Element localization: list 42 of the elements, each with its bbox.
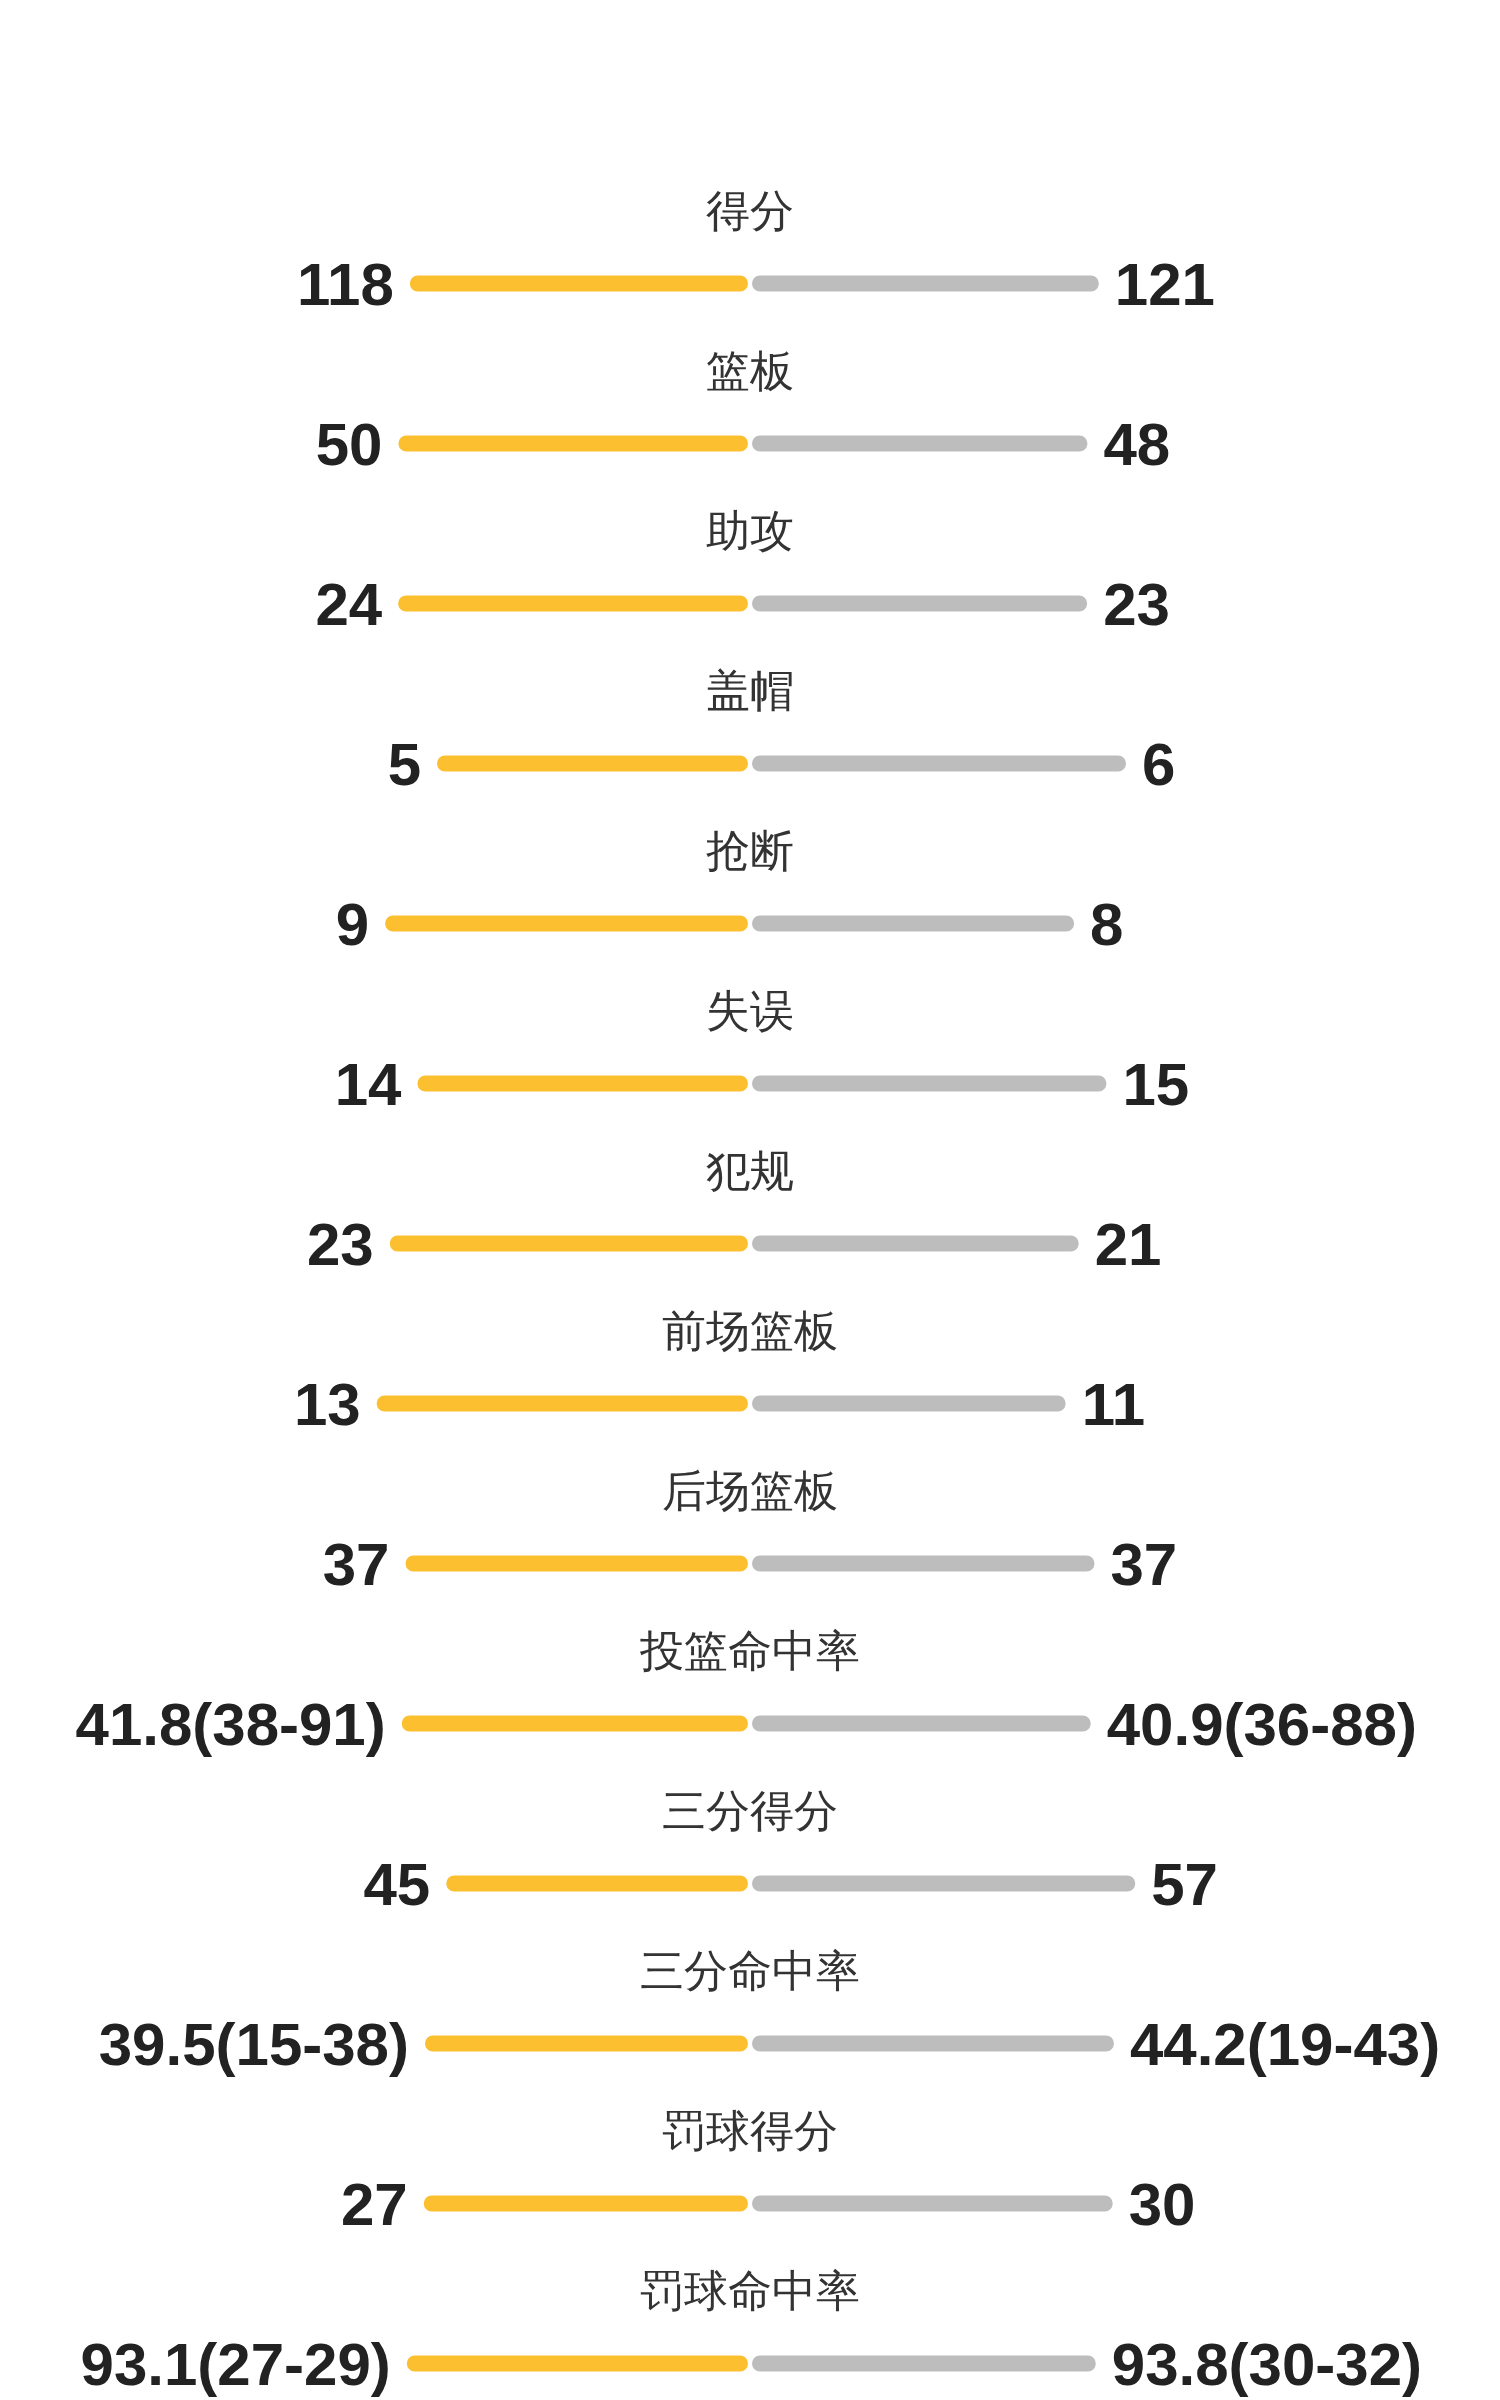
data-label: 14 bbox=[334, 1050, 403, 1118]
y-tick-label: 得分 bbox=[706, 186, 794, 235]
y-tick-label: 助攻 bbox=[706, 506, 794, 555]
data-label: 15 bbox=[1122, 1050, 1190, 1118]
data-label: 37 bbox=[322, 1530, 390, 1598]
data-label: 9 bbox=[335, 890, 370, 958]
data-label: 44.2(19-43) bbox=[1129, 2010, 1441, 2078]
data-label: 23 bbox=[307, 1210, 374, 1278]
data-label: 23 bbox=[1103, 570, 1170, 638]
data-label: 21 bbox=[1094, 1210, 1162, 1278]
data-label: 5 bbox=[387, 730, 421, 798]
y-tick-label: 前场篮板 bbox=[662, 1306, 838, 1355]
y-tick-label: 三分命中率 bbox=[640, 1946, 860, 1995]
y-tick-label: 罚球命中率 bbox=[640, 2266, 860, 2315]
data-label: 27 bbox=[340, 2170, 408, 2238]
data-label: 13 bbox=[293, 1370, 361, 1438]
data-label: 40.9(36-88) bbox=[1106, 1690, 1417, 1758]
data-label: 93.1(27-29) bbox=[80, 2330, 391, 2398]
data-label: 48 bbox=[1103, 410, 1171, 478]
y-tick-label: 罚球得分 bbox=[662, 2106, 838, 2155]
data-label: 45 bbox=[363, 1850, 431, 1918]
data-label: 121 bbox=[1114, 250, 1215, 318]
data-label: 8 bbox=[1090, 890, 1124, 958]
y-tick-label: 犯规 bbox=[706, 1146, 794, 1195]
y-tick-label: 篮板 bbox=[706, 346, 794, 395]
y-tick-label: 抢断 bbox=[706, 826, 794, 875]
data-label: 6 bbox=[1142, 730, 1176, 798]
data-label: 24 bbox=[315, 570, 383, 638]
data-label: 39.5(15-38) bbox=[98, 2010, 409, 2078]
data-label: 93.8(30-32) bbox=[1111, 2330, 1422, 2398]
y-tick-label: 后场篮板 bbox=[662, 1466, 838, 1515]
data-label: 57 bbox=[1151, 1850, 1219, 1918]
y-tick-label: 投篮命中率 bbox=[639, 1626, 860, 1675]
y-tick-label: 失误 bbox=[706, 986, 794, 1035]
data-label: 11 bbox=[1081, 1370, 1146, 1438]
data-label: 50 bbox=[315, 410, 383, 478]
data-label: 30 bbox=[1128, 2170, 1196, 2238]
data-label: 118 bbox=[297, 250, 394, 318]
y-tick-label: 三分得分 bbox=[662, 1786, 838, 1835]
y-tick-label: 盖帽 bbox=[706, 666, 794, 715]
data-label: 37 bbox=[1110, 1530, 1178, 1598]
data-label: 41.8(38-91) bbox=[75, 1690, 386, 1758]
